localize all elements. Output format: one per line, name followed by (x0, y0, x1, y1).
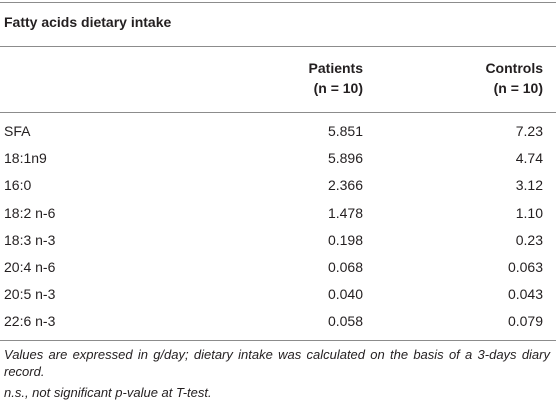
row-label: 22:6 n-3 (4, 313, 56, 330)
header-rule (0, 112, 556, 113)
column-header: Controls (485, 60, 543, 76)
table-cell: 0.068 (327, 259, 363, 275)
table-cell: 0.23 (515, 231, 543, 248)
column-subheader: (n = 10) (313, 80, 363, 96)
row-label: 18:1n9 (4, 150, 47, 167)
row-label: 16:0 (4, 177, 32, 194)
table-cell: 0.058 (327, 313, 363, 330)
column-header: Patients (308, 60, 363, 76)
table-cell: 0.063 (507, 259, 543, 275)
footnote: Values are expressed in g/day; dietary i… (4, 347, 550, 379)
table-cell: 0.043 (507, 286, 543, 303)
table-cell: 7.23 (515, 123, 543, 139)
table-cell: 0.198 (327, 231, 363, 248)
row-label: 18:3 n-3 (4, 231, 56, 248)
table-cell: 4.74 (515, 150, 543, 167)
table-cell: 0.079 (507, 313, 543, 330)
table-cell: 2.366 (327, 177, 363, 194)
table-title: Fatty acids dietary intake (4, 14, 172, 30)
footnote: n.s., not significant p-value at T-test. (4, 385, 212, 400)
row-label: 18:2 n-6 (4, 204, 56, 221)
row-label: 20:5 n-3 (4, 286, 56, 303)
bottom-rule (0, 340, 556, 341)
table-cell: 5.896 (327, 150, 363, 167)
table-cell: 1.478 (327, 204, 363, 221)
row-label: 20:4 n-6 (4, 259, 56, 275)
table-cell: 0.040 (327, 286, 363, 303)
title-rule (0, 46, 556, 47)
table-cell: 1.10 (515, 204, 543, 221)
top-rule (0, 2, 556, 3)
row-label: SFA (4, 123, 31, 139)
table-cell: 5.851 (327, 123, 363, 139)
column-subheader: (n = 10) (493, 80, 543, 96)
table-cell: 3.12 (515, 177, 543, 194)
